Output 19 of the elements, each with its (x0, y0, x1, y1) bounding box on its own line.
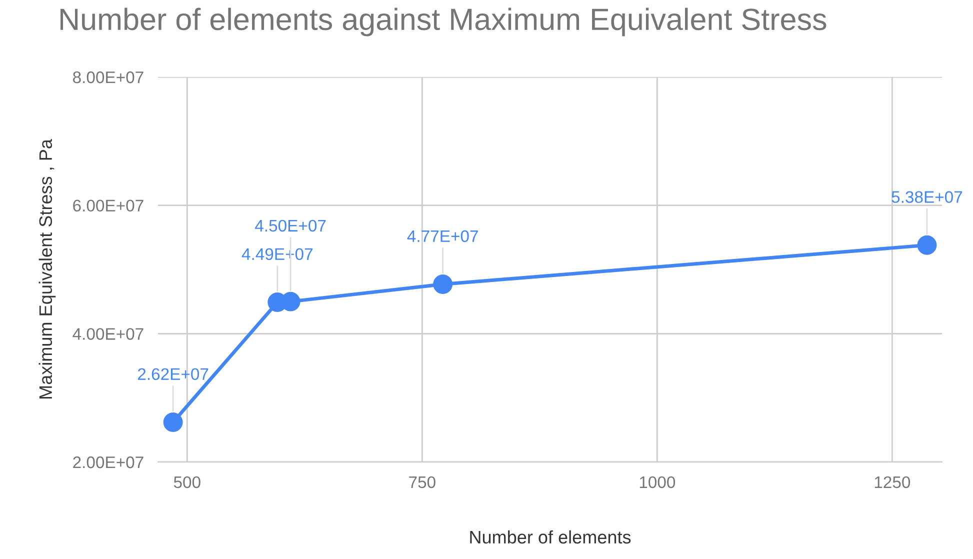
y-tick-label: 6.00E+07 (73, 200, 144, 212)
chart-title: Number of elements against Maximum Equivalent Stress (60, 8, 826, 36)
y-axis-title: Maximum Equivalent Stress , Pa (38, 139, 56, 398)
x-tick-label: 750 (409, 476, 436, 488)
y-tick-label: 4.00E+07 (72, 328, 144, 340)
data-label: 4.50E+07 (255, 220, 326, 232)
point (917, 235, 937, 255)
x-tick-label: 1000 (640, 476, 676, 488)
point (433, 274, 453, 294)
x-axis-title: Number of elements (470, 530, 631, 544)
y-tick-label: 2.00E+07 (73, 456, 144, 468)
data-label: 4.77E+07 (407, 230, 478, 242)
data-label: 4.49E+07 (242, 248, 312, 260)
x-tick-label: 500 (174, 476, 200, 488)
data-label: 5.38E+07 (892, 191, 962, 203)
data-label: 2.62E+07 (138, 368, 208, 380)
x-tick-label: 1250 (874, 476, 910, 488)
y-tick-label: 8.00E+07 (73, 71, 144, 84)
point (163, 412, 183, 432)
